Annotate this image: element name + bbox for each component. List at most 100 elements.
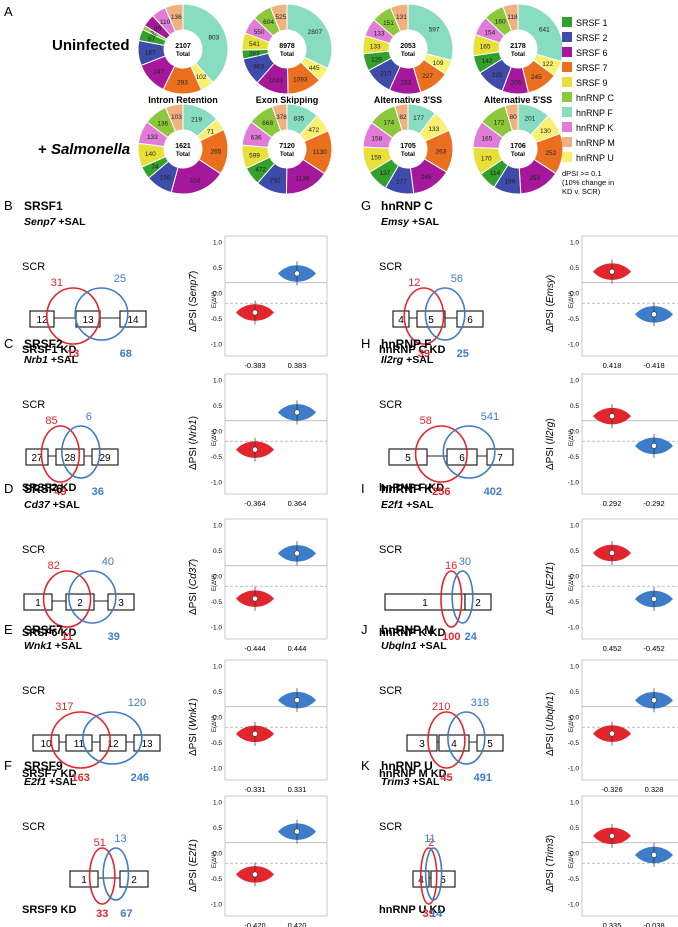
panel-letter-a: A: [4, 4, 13, 19]
violin-median-dot: [294, 697, 300, 704]
legend: SRSF 1 SRSF 2 SRSF 6 SRSF 7 SRSF 9 hnRNP…: [562, 17, 615, 196]
violin-tick-label: 0.0: [213, 429, 222, 436]
legend-label: SRSF 2: [576, 33, 608, 43]
panel-letter: C: [4, 336, 13, 351]
slice-label: 169: [504, 178, 515, 185]
red-junction-arc: [440, 570, 463, 628]
exon-number: 13: [141, 739, 153, 750]
y-label-post: ): [188, 271, 199, 274]
slice-label: 87: [148, 36, 156, 43]
exon-number: 28: [64, 453, 76, 464]
red-junction-arc: [45, 287, 101, 345]
violin-tick-label: -1.0: [568, 766, 580, 773]
violin-y-label: ΔPSI (Trim3): [545, 835, 556, 892]
scr-label: SCR: [379, 685, 402, 697]
violin-value-label: -0.331: [244, 785, 265, 794]
violin-small-label: E(ΔΨ): [212, 291, 218, 308]
legend-swatch: [562, 47, 572, 57]
slice-label: 597: [429, 26, 440, 33]
red-bottom-count: 33: [96, 908, 108, 920]
red-bottom-count: 39: [423, 908, 435, 920]
panel-letter: B: [4, 198, 13, 213]
blue-bottom-count: 491: [474, 772, 492, 784]
condition: +SAL: [48, 354, 79, 366]
slice-label: 177: [413, 115, 424, 122]
blue-junction-arc: [451, 570, 474, 624]
violin-tick-label: 0.0: [570, 851, 579, 858]
panel-title: hnRNP F: [381, 337, 431, 351]
col-label-a3: Alternative 3'SS: [374, 95, 442, 105]
slice-label: 140: [145, 151, 156, 158]
blue-top-count: 40: [102, 556, 114, 568]
violin-tick-label: 0.0: [570, 574, 579, 581]
legend-label: SRSF 7: [576, 63, 608, 73]
slice-label: 109: [433, 60, 444, 67]
gene-name: E2f1: [24, 776, 46, 788]
donut-total-word: Total: [280, 52, 294, 58]
y-label-gene: Il2rg: [545, 421, 556, 441]
gene-name: Senp7: [24, 216, 57, 228]
scr-label: SCR: [22, 821, 45, 833]
blue-junction-arc: [68, 570, 117, 624]
gene-name: Nrb1: [24, 354, 48, 366]
panel-title: SRSF9: [24, 759, 63, 773]
slice-label: 1130: [313, 149, 327, 156]
slice-label: 142: [482, 58, 493, 65]
violin-small-label: E(ΔΨ): [569, 715, 575, 732]
violin-median-dot: [651, 442, 657, 449]
slice-label: 252: [545, 150, 556, 157]
violin-tick-label: 1.0: [213, 240, 222, 247]
legend-item: SRSF 7: [562, 62, 608, 73]
blue-bottom-count: 246: [131, 772, 149, 784]
exon-number: 14: [127, 315, 139, 326]
violin-median-dot: [609, 413, 615, 420]
violin-tick-label: 0.0: [213, 851, 222, 858]
exon-number: 1: [422, 598, 428, 609]
exon-number: 6: [459, 453, 465, 464]
slice-label: 265: [210, 149, 221, 156]
slice-label: 792: [270, 177, 281, 184]
condition: +SAL: [409, 776, 440, 788]
slice-label: 245: [421, 174, 432, 181]
violin-tick-label: -1.0: [568, 902, 580, 909]
donut-total-value: 1706: [510, 143, 526, 150]
violin-median-dot: [294, 828, 300, 835]
exon-box: [99, 734, 127, 752]
blue-top-count: 318: [471, 697, 489, 709]
legend-note-line: KD v. SCR): [562, 187, 601, 196]
blue-bottom-count: 14: [430, 908, 443, 920]
violin-median-dot: [609, 268, 615, 275]
red-top-count: 317: [55, 701, 73, 713]
violin-tick-label: 0.5: [570, 548, 579, 555]
y-label-pre: ΔPSI (: [188, 302, 199, 332]
scr-label: SCR: [379, 821, 402, 833]
violin-value-label: 0.420: [288, 921, 307, 927]
violin-tick-label: -0.5: [211, 599, 223, 606]
blue-top-count: 6: [86, 411, 92, 423]
violin-median-dot: [252, 595, 258, 602]
slice-label: 2807: [308, 29, 323, 36]
violin-small-label: E(ΔΨ): [569, 291, 575, 308]
slice-label: 599: [249, 152, 260, 159]
slice-label: 95: [154, 26, 162, 33]
panel-title: hnRNP K: [381, 482, 433, 496]
exon-number: 1: [81, 875, 87, 886]
red-top-count: 85: [45, 415, 57, 427]
panel-subtitle: Senp7 +SAL: [24, 216, 86, 228]
red-top-count: 12: [408, 277, 420, 289]
exon-box: [446, 448, 478, 466]
violin-value-label: -0.444: [244, 644, 265, 653]
y-label-pre: ΔPSI (: [545, 440, 556, 470]
violin-y-label: ΔPSI (Nrb1): [188, 416, 199, 470]
panel-letter: F: [4, 758, 12, 773]
red-top-count: 210: [432, 701, 450, 713]
violin-plot-frame: [581, 659, 678, 781]
slice-label: 133: [428, 126, 439, 133]
y-label-gene: Senp7: [188, 274, 199, 303]
red-junction-arc: [419, 847, 438, 905]
